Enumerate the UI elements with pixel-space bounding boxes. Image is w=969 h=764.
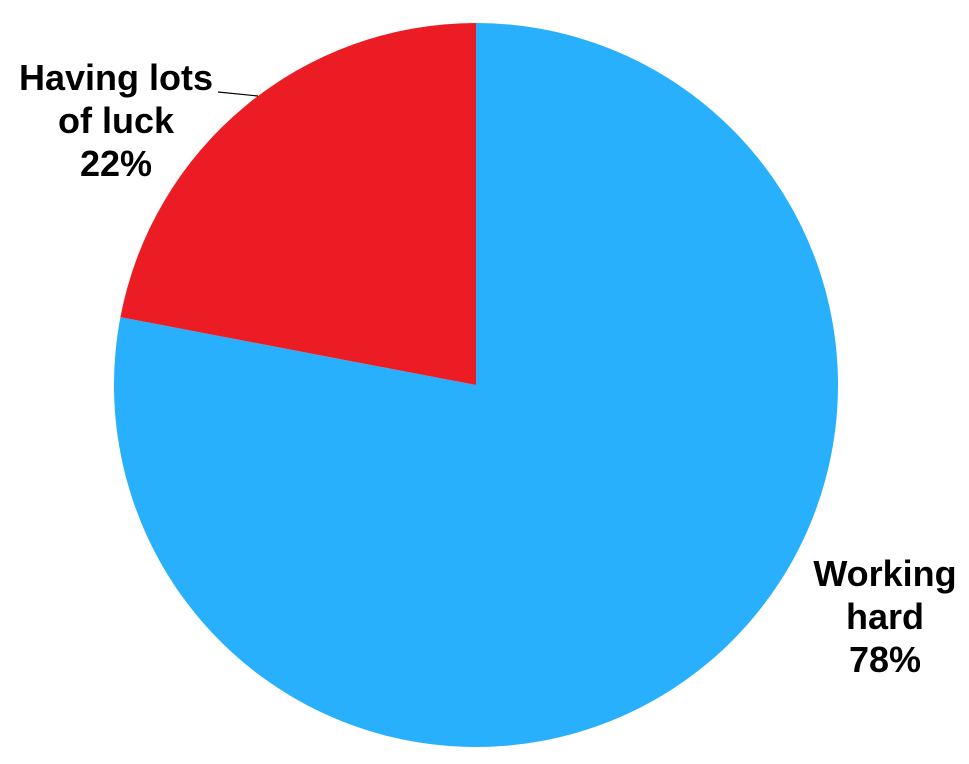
slice-value-luck: 22% — [79, 143, 153, 184]
slice-label-luck-line1: Having lots — [18, 57, 214, 98]
slice-value-working: 78% — [848, 639, 922, 680]
pie-slice-working-hard — [113, 23, 838, 747]
slice-label-working-line1: Working — [813, 553, 957, 594]
slice-label-luck: Having lots of luck 22% — [6, 56, 226, 185]
slice-label-working: Working hard 78% — [800, 552, 969, 681]
slice-label-luck-line2: of luck — [57, 100, 174, 141]
pie-slice-lots-of-luck — [120, 23, 476, 385]
slice-label-working-line2: hard — [845, 596, 924, 637]
luck-leader-line — [217, 91, 259, 97]
